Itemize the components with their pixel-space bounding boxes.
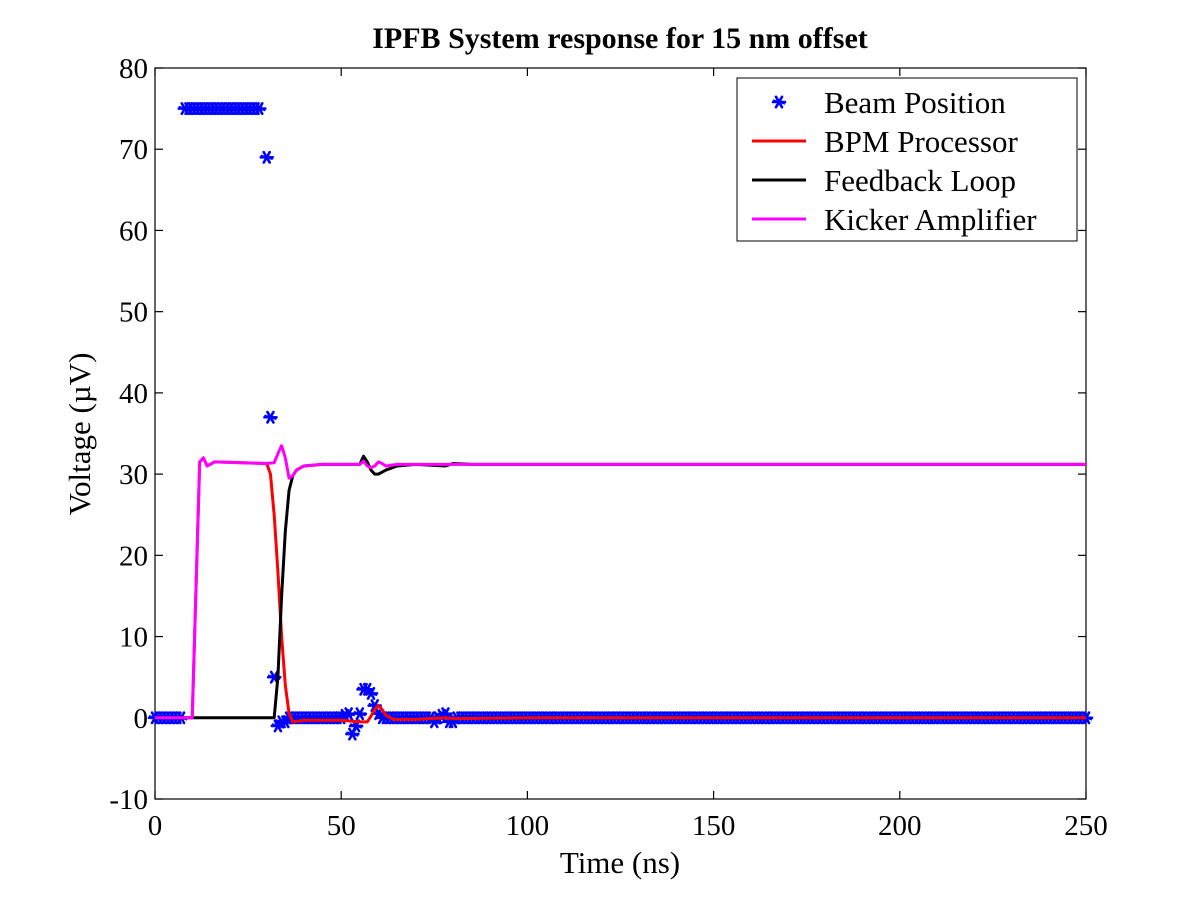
y-tick-label: 70	[119, 134, 148, 166]
x-axis-label: Time (ns)	[560, 845, 680, 880]
y-tick-label: 20	[119, 540, 148, 572]
y-axis-label: Voltage (µV)	[62, 353, 97, 516]
data-point	[263, 410, 278, 424]
legend-label: BPM Processor	[824, 124, 1018, 159]
series-line-bpm-processor	[155, 456, 1086, 724]
data-point	[251, 102, 267, 116]
legend: Beam Position BPM Processor Feedback Loop K…	[736, 77, 1078, 242]
y-tick-label: 40	[119, 378, 148, 410]
plot-frame	[154, 67, 1087, 800]
y-tick-label: 30	[119, 459, 148, 491]
data-point	[259, 150, 275, 164]
x-tick-label: 0	[148, 810, 163, 842]
legend-label: Beam Position	[824, 85, 1006, 120]
series-line-feedback-loop	[155, 454, 1086, 720]
y-tick-label: 60	[119, 215, 148, 247]
plot-area	[147, 102, 1094, 741]
y-tick-label: 50	[119, 297, 148, 329]
x-tick-label: 200	[878, 810, 922, 842]
y-tick-label: 80	[119, 53, 148, 85]
x-tick-label: 250	[1064, 810, 1108, 842]
legend-box	[736, 77, 1078, 242]
y-tick-label: 0	[134, 703, 149, 735]
legend-marker	[771, 95, 787, 109]
x-tick-label: 100	[506, 810, 550, 842]
x-tick-label: 50	[327, 810, 356, 842]
legend-label: Feedback Loop	[824, 163, 1016, 198]
y-tick-label: -10	[109, 784, 148, 816]
data-point	[363, 686, 379, 700]
chart-title: IPFB System response for 15 nm offset	[372, 22, 868, 55]
series-line-kicker-amplifier	[155, 444, 1086, 720]
legend-label: Kicker Amplifier	[824, 202, 1037, 237]
x-tick-label: 150	[692, 810, 736, 842]
y-tick-label: 10	[119, 622, 148, 654]
data-point	[341, 707, 356, 721]
data-point	[352, 707, 368, 721]
